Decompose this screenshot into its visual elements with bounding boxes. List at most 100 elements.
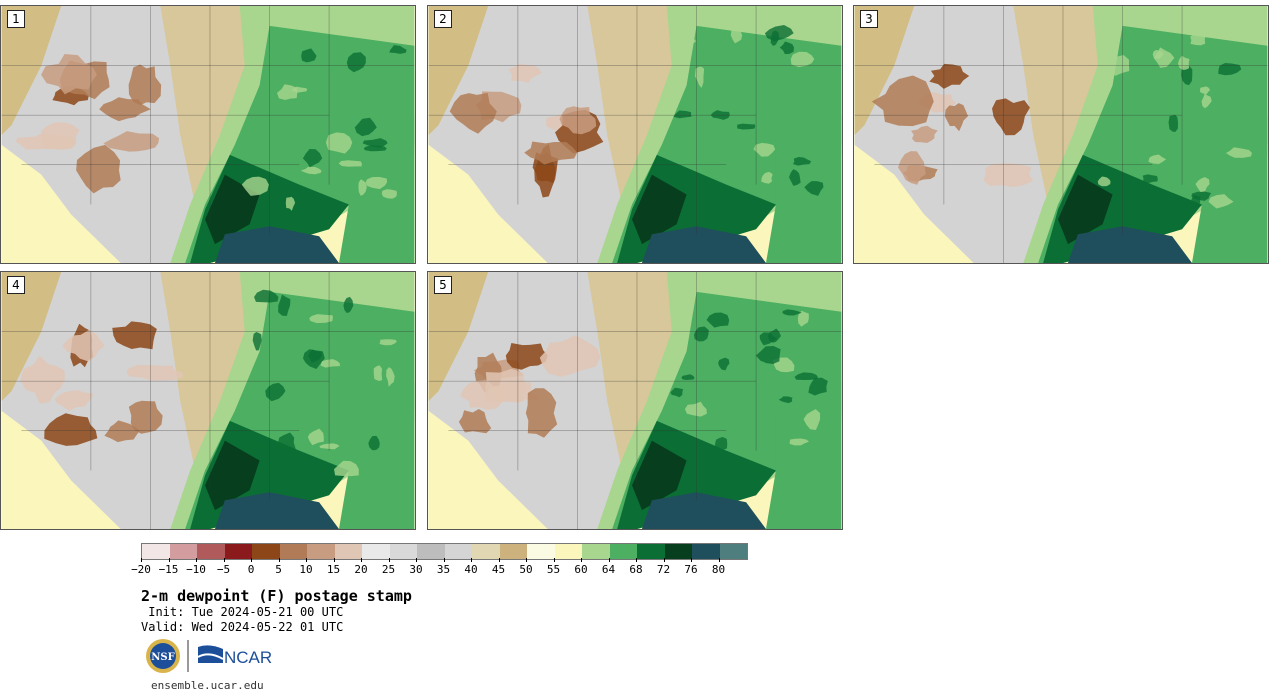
moisture-cell: [242, 49, 261, 57]
moisture-cell: [389, 45, 407, 54]
colorbar-tick: [361, 558, 362, 562]
colorbar-tick-label: 35: [436, 563, 451, 576]
moisture-cell: [278, 294, 291, 316]
dry-region: [911, 125, 938, 144]
moisture-cell: [694, 66, 705, 89]
colorbar-tick-label: 72: [656, 563, 671, 576]
moisture-cell: [241, 176, 269, 196]
dry-region: [128, 400, 163, 434]
moisture-cell: [693, 326, 709, 342]
moisture-cell: [770, 30, 780, 46]
colorbar-tick-label: 76: [684, 563, 698, 576]
moisture-cell: [789, 438, 810, 446]
moisture-cell: [767, 328, 781, 343]
state-boundaries: [428, 6, 842, 263]
dewpoint-map: [428, 6, 842, 263]
dry-region: [104, 420, 140, 443]
moisture-cell: [730, 27, 743, 44]
colorbar-tick-label: −20: [131, 563, 151, 576]
moisture-cell: [1181, 65, 1193, 86]
colorbar-tick-label: 5: [275, 563, 282, 576]
colorbar-swatch: [554, 544, 582, 559]
colorbar-tick: [251, 558, 252, 562]
moisture-cell: [246, 441, 266, 449]
dry-region: [525, 388, 558, 438]
moisture-cell: [706, 312, 730, 328]
colorbar-tick: [141, 558, 142, 562]
colorbar-tick-label: 55: [546, 563, 561, 576]
moisture-cell: [319, 443, 340, 450]
tropical-region: [632, 174, 687, 245]
dry-region: [458, 409, 492, 434]
colorbar-tick-label: 15: [326, 563, 341, 576]
dry-region: [983, 163, 1033, 188]
moisture-cell: [300, 166, 322, 175]
colorbar-swatch: [142, 544, 170, 559]
moisture-cell: [789, 22, 818, 40]
moisture-cell: [307, 428, 324, 446]
gulf-of-mexico: [1067, 226, 1192, 263]
dry-region: [505, 343, 548, 370]
dewpoint-colorbar: [141, 543, 748, 560]
logos: NSF NCAR: [146, 639, 272, 673]
gulf-of-mexico: [641, 492, 766, 529]
moisture-cell: [669, 37, 688, 54]
nsf-logo: NSF: [146, 639, 180, 673]
dry-region: [992, 98, 1030, 136]
moisture-cell: [1200, 86, 1211, 95]
tropical-region: [205, 174, 260, 245]
colorbar-swatch: [499, 544, 527, 559]
dry-region: [40, 122, 80, 150]
moisture-cell: [759, 332, 778, 346]
ensemble-member-map-3: 3: [853, 5, 1269, 264]
moisture-cell: [1153, 47, 1175, 68]
colorbar-swatch: [664, 544, 692, 559]
dewpoint-map: [1, 272, 415, 529]
gulf-of-mexico: [641, 226, 766, 263]
moisture-cell: [1097, 176, 1111, 187]
moisture-cell: [362, 138, 388, 148]
moisture-cell: [789, 169, 801, 186]
state-boundaries: [1, 6, 415, 263]
colorbar-tick: [223, 558, 225, 562]
dewpoint-map: [854, 6, 1268, 263]
moisture-cell: [1168, 114, 1178, 132]
dry-region: [929, 63, 970, 89]
colorbar-swatch: [582, 544, 610, 559]
coastal-moisture: [1, 272, 62, 401]
moisture-cell: [808, 377, 828, 396]
dry-region: [41, 54, 97, 95]
atlantic-moisture: [765, 115, 842, 263]
colorbar-tick: [416, 558, 417, 562]
ensemble-member-map-2: 2: [427, 5, 843, 264]
coastal-moisture: [854, 6, 915, 135]
moisture-cell: [804, 181, 824, 196]
moisture-cell: [368, 435, 380, 451]
ncar-logo: NCAR: [197, 645, 272, 667]
atlantic-moisture: [338, 381, 415, 529]
moisture-cell: [684, 401, 707, 417]
state-boundaries: [854, 6, 1268, 263]
colorbar-tick: [526, 558, 527, 562]
moisture-cell: [737, 123, 756, 130]
moisture-cell: [755, 346, 781, 364]
moisture-cell: [1195, 177, 1210, 192]
dry-region: [524, 141, 578, 165]
colorbar-tick-label: 45: [491, 563, 506, 576]
dry-region: [62, 330, 105, 362]
dewpoint-map: [428, 272, 842, 529]
colorbar-tick-label: 80: [711, 563, 726, 576]
colorbar-tick-label: 40: [464, 563, 478, 576]
moisture-cell: [1148, 154, 1167, 164]
moisture-cell: [320, 359, 340, 368]
moisture-cell: [254, 289, 279, 303]
dry-region: [44, 413, 98, 446]
moisture-cell: [338, 160, 362, 167]
colorbar-tick-label: −5: [216, 563, 231, 576]
moisture-cell: [673, 110, 692, 119]
state-boundaries: [1, 272, 415, 529]
colorbar-tick-label: 0: [247, 563, 255, 576]
member-number-label: 2: [434, 10, 452, 28]
dry-region: [112, 321, 157, 350]
colorbar-swatch: [252, 544, 280, 559]
